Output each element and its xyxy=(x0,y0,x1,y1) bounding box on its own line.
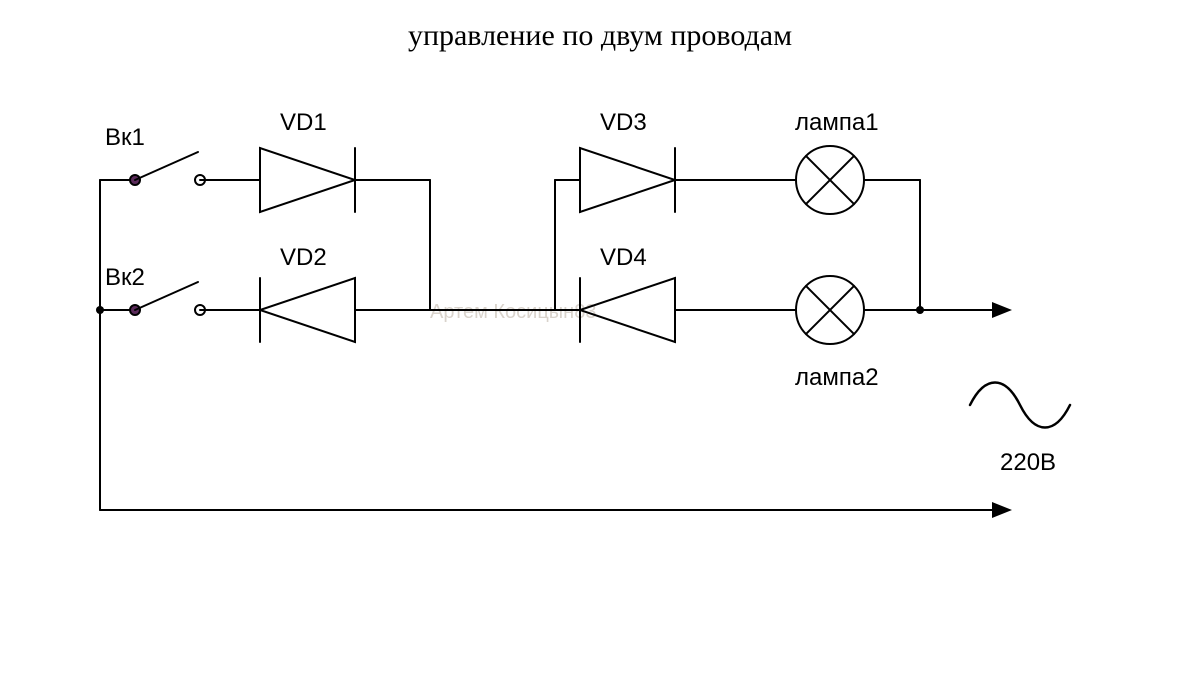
diode-vd2 xyxy=(260,278,355,342)
watermark: Артем Косицын83 xyxy=(430,301,596,323)
switch-sw1 xyxy=(130,152,205,185)
label-lamp2: лампа2 xyxy=(795,364,879,391)
label-vd1: VD1 xyxy=(280,109,327,136)
label-vd4: VD4 xyxy=(600,244,647,271)
arrow-right-top xyxy=(992,302,1012,318)
diagram-title: управление по двум проводам xyxy=(408,19,792,52)
diode-vd1 xyxy=(260,148,355,212)
label-lamp1: лампа1 xyxy=(795,109,879,136)
label-vd3: VD3 xyxy=(600,109,647,136)
lamp-2 xyxy=(796,276,864,344)
label-vd2: VD2 xyxy=(280,244,327,271)
node-dot xyxy=(96,306,104,314)
ac-source-icon xyxy=(970,383,1070,428)
label-sw2: Вк2 xyxy=(105,264,145,291)
label-voltage: 220В xyxy=(1000,449,1056,476)
lamp-1 xyxy=(796,146,864,214)
circuit-diagram: управление по двум проводам Артем Косицы… xyxy=(0,0,1200,675)
label-sw1: Вк1 xyxy=(105,124,145,151)
arrow-right-bottom xyxy=(992,502,1012,518)
node-dot xyxy=(916,306,924,314)
diode-vd3 xyxy=(580,148,675,212)
